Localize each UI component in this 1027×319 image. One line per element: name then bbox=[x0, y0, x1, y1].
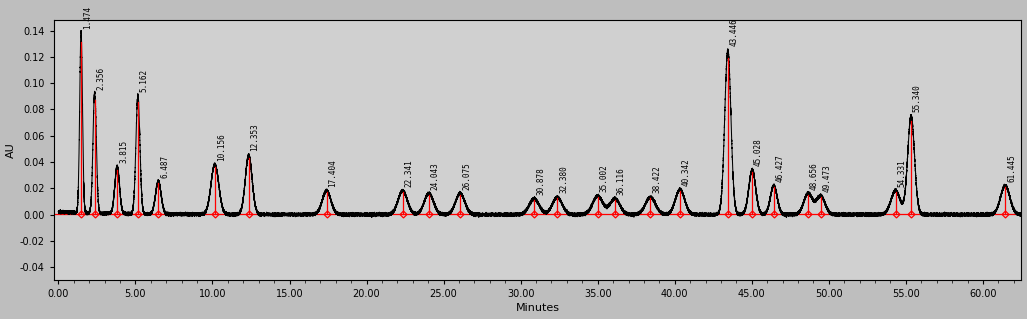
Text: 46.427: 46.427 bbox=[775, 154, 785, 182]
Text: 32.380: 32.380 bbox=[559, 166, 568, 194]
Text: 24.043: 24.043 bbox=[430, 162, 440, 189]
Text: 2.356: 2.356 bbox=[97, 67, 106, 90]
Y-axis label: AU: AU bbox=[5, 142, 15, 158]
Text: 3.815: 3.815 bbox=[119, 140, 128, 163]
Text: 38.422: 38.422 bbox=[652, 166, 661, 194]
Text: 40.342: 40.342 bbox=[682, 158, 691, 186]
Text: 5.162: 5.162 bbox=[140, 69, 149, 92]
Text: 45.028: 45.028 bbox=[754, 138, 763, 166]
Text: 48.656: 48.656 bbox=[810, 162, 819, 189]
Text: 61.445: 61.445 bbox=[1007, 154, 1016, 182]
Text: 35.002: 35.002 bbox=[600, 164, 609, 192]
Text: 49.473: 49.473 bbox=[823, 164, 832, 192]
Text: 55.340: 55.340 bbox=[913, 84, 922, 112]
Text: 30.878: 30.878 bbox=[536, 167, 545, 195]
Text: 22.341: 22.341 bbox=[405, 159, 414, 187]
Text: 54.331: 54.331 bbox=[898, 159, 907, 187]
Text: 36.116: 36.116 bbox=[617, 167, 625, 195]
Text: 1.474: 1.474 bbox=[83, 6, 92, 29]
Text: 26.075: 26.075 bbox=[462, 162, 471, 189]
Text: 12.353: 12.353 bbox=[251, 124, 260, 152]
X-axis label: Minutes: Minutes bbox=[516, 303, 560, 314]
Text: 17.404: 17.404 bbox=[329, 159, 338, 187]
Text: 43.446: 43.446 bbox=[730, 19, 738, 46]
Text: 10.156: 10.156 bbox=[217, 133, 226, 161]
Text: 6.487: 6.487 bbox=[160, 155, 169, 178]
